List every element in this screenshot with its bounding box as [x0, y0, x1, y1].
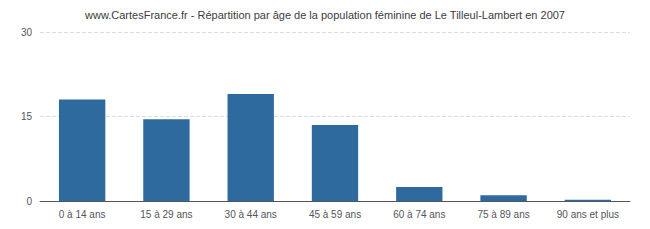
- svg-text:75 à 89 ans: 75 à 89 ans: [477, 209, 529, 220]
- svg-text:30 à 44 ans: 30 à 44 ans: [225, 209, 277, 220]
- svg-text:30: 30: [21, 27, 33, 38]
- svg-text:0: 0: [26, 196, 32, 207]
- svg-text:0 à 14 ans: 0 à 14 ans: [59, 209, 106, 220]
- svg-text:90 ans et plus: 90 ans et plus: [557, 209, 619, 220]
- svg-text:15 à 29 ans: 15 à 29 ans: [140, 209, 192, 220]
- svg-text:60 à 74 ans: 60 à 74 ans: [393, 209, 445, 220]
- svg-text:45 à 59 ans: 45 à 59 ans: [309, 209, 361, 220]
- svg-text:www.CartesFrance.fr - Répartit: www.CartesFrance.fr - Répartition par âg…: [84, 9, 565, 21]
- svg-text:15: 15: [21, 111, 33, 122]
